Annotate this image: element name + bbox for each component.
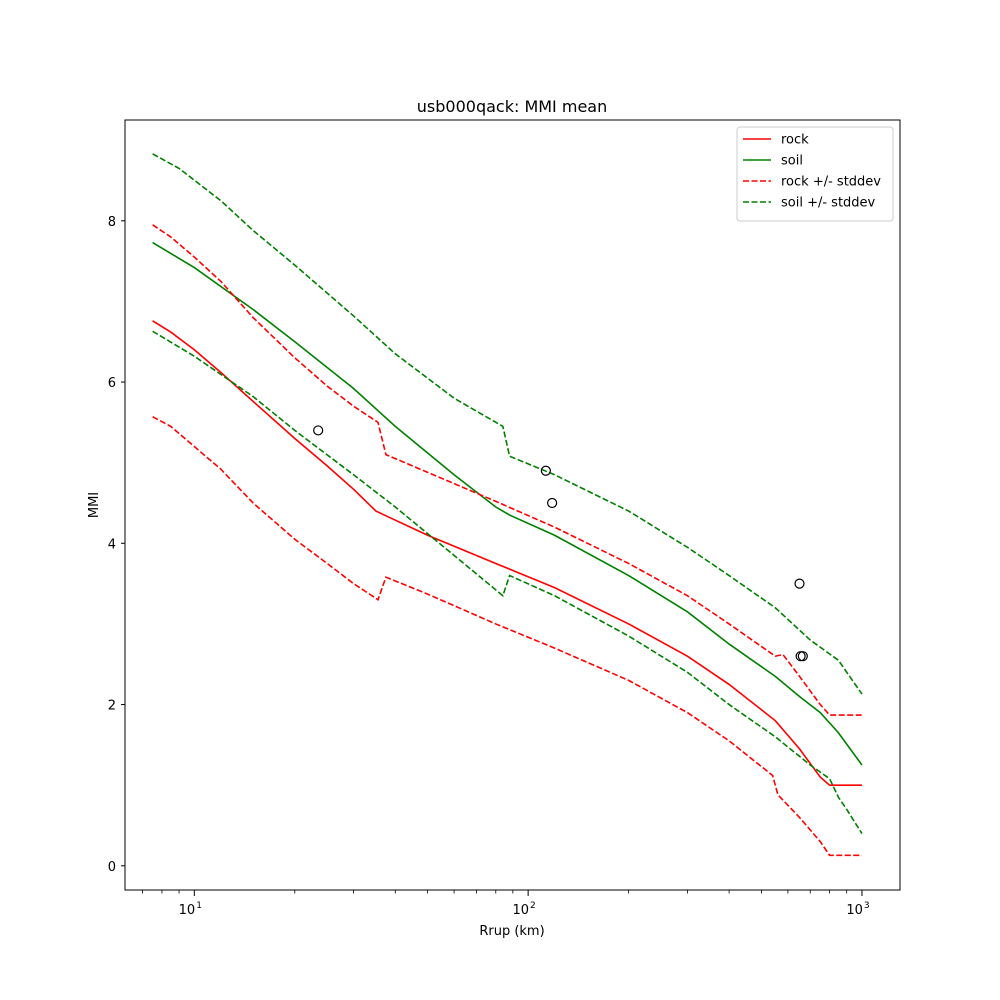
x-axis-label: Rrup (km) [479,924,544,939]
legend-label: soil [781,154,803,169]
series-line-1 [152,241,863,766]
series-line-3 [152,416,862,857]
observation-point [547,497,558,509]
legend-label: rock [781,133,809,148]
legend-label: soil +/- stddev [781,196,876,211]
legend: rock soil rock +/- stddev soil +/- stddev [736,126,894,222]
y-axis-label: MMI [87,492,102,518]
observation-point [313,425,324,436]
plot-area [152,153,863,857]
observation-point [540,465,551,476]
legend-box [736,126,894,222]
series-line-4 [152,153,863,695]
y-tick-label: 2 [108,699,116,714]
y-tick-label: 8 [108,215,116,230]
observation-point [797,651,808,662]
series-line-2 [152,224,862,716]
chart-title: usb000qack: MMI mean [417,97,607,116]
y-tick-label: 0 [108,860,116,875]
y-tick-label: 6 [108,376,116,391]
legend-label: rock +/- stddev [781,175,881,190]
observation-point [794,578,805,589]
series-line-5 [152,330,863,834]
y-tick-label: 4 [108,537,116,552]
